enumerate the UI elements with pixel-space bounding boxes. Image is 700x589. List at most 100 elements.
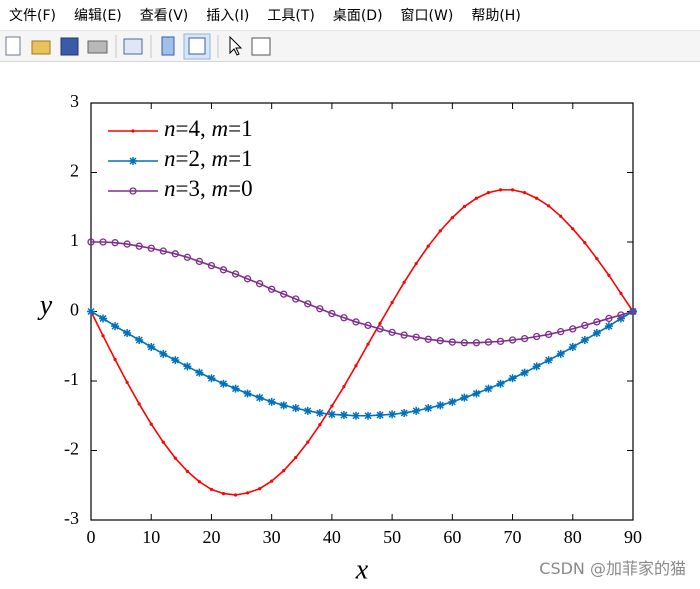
marker bbox=[339, 411, 348, 420]
marker bbox=[221, 491, 226, 496]
menu-item[interactable]: 插入(I) bbox=[206, 8, 250, 24]
legend-icon bbox=[188, 37, 206, 55]
x-tick-label: 60 bbox=[443, 527, 461, 547]
marker bbox=[388, 410, 397, 419]
marker bbox=[135, 335, 144, 344]
marker bbox=[111, 239, 119, 247]
menu-item[interactable]: 窗口(W) bbox=[400, 8, 454, 24]
marker bbox=[484, 338, 493, 346]
new-icon[interactable] bbox=[5, 36, 21, 56]
marker bbox=[583, 241, 587, 245]
marker bbox=[195, 257, 204, 266]
marker bbox=[316, 305, 324, 313]
marker bbox=[364, 321, 372, 330]
marker bbox=[592, 329, 601, 338]
marker bbox=[99, 314, 108, 323]
marker bbox=[291, 404, 300, 413]
marker bbox=[173, 456, 177, 460]
save-icon[interactable] bbox=[60, 37, 79, 56]
legend-label: n=3, m=0 bbox=[164, 176, 253, 201]
menu-bar: 文件(F) 编辑(E) 查看(V) 插入(I) 工具(T) 桌面(D) 窗口(W) 帮助(H) bbox=[0, 0, 700, 30]
marker bbox=[197, 480, 201, 484]
marker bbox=[412, 333, 420, 341]
link-icon[interactable] bbox=[123, 38, 143, 55]
marker bbox=[496, 337, 505, 346]
marker bbox=[595, 257, 599, 261]
menu-item[interactable]: 帮助(H) bbox=[471, 8, 521, 24]
marker bbox=[270, 479, 274, 483]
marker bbox=[159, 349, 168, 358]
marker bbox=[436, 337, 444, 345]
marker bbox=[508, 336, 517, 344]
marker bbox=[123, 240, 131, 248]
legend-marker bbox=[129, 157, 137, 165]
marker bbox=[125, 380, 129, 384]
toolbar-icons bbox=[5, 33, 271, 60]
marker bbox=[147, 342, 156, 351]
menu-item[interactable]: 工具(T) bbox=[267, 8, 315, 24]
marker bbox=[354, 364, 358, 368]
y-tick-label: 1 bbox=[70, 230, 79, 250]
x-tick-label: 90 bbox=[624, 527, 642, 547]
x-axis-label: x bbox=[355, 554, 369, 585]
marker bbox=[402, 280, 406, 284]
marker bbox=[523, 191, 527, 195]
marker bbox=[376, 325, 384, 333]
marker bbox=[412, 406, 421, 415]
x-tick-label: 70 bbox=[504, 527, 522, 547]
pointer-icon[interactable] bbox=[229, 35, 243, 56]
marker bbox=[472, 339, 481, 347]
marker bbox=[111, 322, 120, 331]
marker bbox=[342, 384, 346, 389]
series-line bbox=[90, 189, 634, 496]
series-line bbox=[90, 310, 634, 417]
marker bbox=[171, 356, 180, 365]
marker bbox=[258, 487, 262, 491]
marker bbox=[462, 204, 466, 209]
marker bbox=[474, 196, 479, 200]
marker bbox=[318, 423, 322, 427]
marker bbox=[400, 408, 409, 417]
marker bbox=[593, 318, 601, 326]
marker bbox=[340, 314, 348, 322]
y-tick-label: 3 bbox=[70, 91, 79, 111]
marker bbox=[279, 401, 288, 410]
menu-item[interactable]: 文件(F) bbox=[9, 8, 56, 24]
marker bbox=[280, 290, 288, 298]
marker bbox=[520, 368, 529, 377]
menu-item[interactable]: 编辑(E) bbox=[73, 8, 122, 24]
marker bbox=[315, 408, 324, 417]
marker bbox=[556, 349, 565, 358]
marker bbox=[219, 379, 228, 388]
marker bbox=[426, 244, 430, 248]
marker bbox=[328, 309, 336, 318]
marker bbox=[580, 335, 589, 344]
menu-item[interactable]: 查看(V) bbox=[139, 8, 189, 24]
menu-item[interactable]: 桌面(D) bbox=[332, 8, 383, 24]
marker bbox=[484, 384, 493, 393]
y-tick-label: -1 bbox=[64, 369, 79, 389]
marker bbox=[243, 275, 252, 283]
marker bbox=[183, 362, 192, 371]
marker bbox=[304, 300, 312, 308]
legend-label: n=4, m=1 bbox=[164, 116, 253, 141]
marker bbox=[161, 440, 165, 444]
property-icon[interactable] bbox=[251, 37, 271, 56]
colorbar-icon[interactable] bbox=[161, 36, 175, 56]
open-icon[interactable] bbox=[31, 40, 51, 55]
marker bbox=[532, 332, 541, 341]
marker bbox=[231, 384, 240, 393]
x-tick-label: 50 bbox=[383, 527, 401, 547]
marker bbox=[569, 325, 577, 333]
y-tick-label: -2 bbox=[64, 439, 79, 459]
marker bbox=[545, 330, 553, 339]
print-icon[interactable] bbox=[87, 40, 108, 54]
marker bbox=[508, 374, 517, 383]
marker bbox=[245, 491, 250, 495]
marker bbox=[629, 307, 637, 316]
marker bbox=[292, 295, 300, 303]
marker bbox=[135, 242, 143, 250]
marker bbox=[436, 401, 445, 410]
marker bbox=[147, 244, 155, 252]
